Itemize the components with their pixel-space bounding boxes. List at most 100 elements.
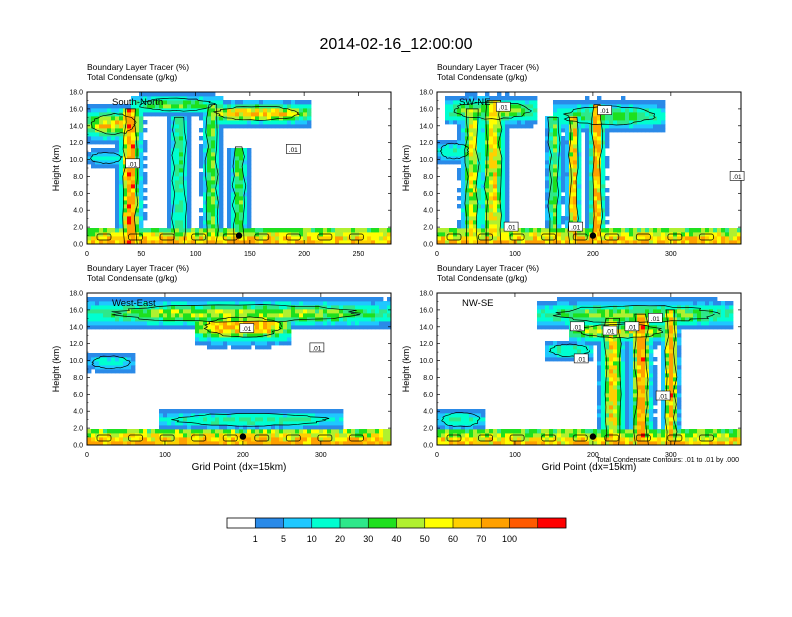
y-tick-label: 10.0 [419, 358, 433, 365]
colorbar-swatch [227, 518, 256, 528]
y-tick-label: 12.0 [419, 140, 433, 147]
y-tick-label: 14.0 [419, 324, 433, 331]
y-tick-label: 18.0 [69, 291, 83, 298]
colorbar-swatch [510, 518, 539, 528]
y-tick-label: 2.0 [73, 225, 83, 232]
x-tick-label: 100 [509, 452, 521, 459]
contour-label-text: .01 [289, 147, 298, 154]
y-tick-label: 2.0 [423, 426, 433, 433]
location-marker [590, 232, 596, 238]
y-tick-label: 8.0 [423, 375, 433, 382]
contour-label: .01 [648, 313, 662, 323]
y-tick-label: 6.0 [423, 392, 433, 399]
panel-label: NW-SE [462, 298, 494, 309]
y-tick-label: 16.0 [69, 106, 83, 113]
contour-label: .01 [656, 391, 670, 401]
y-tick-label: 12.0 [69, 140, 83, 147]
panel-title-line1: Boundary Layer Tracer (%) [87, 263, 189, 273]
x-tick-label: 200 [237, 452, 249, 459]
x-axis-label: Grid Point (dx=15km) [192, 462, 287, 473]
x-tick-label: 100 [159, 452, 171, 459]
panel-label: West-East [112, 298, 156, 309]
panel-title-line2: Total Condensate (g/kg) [437, 72, 527, 82]
contour-label-text: .01 [573, 324, 582, 331]
x-tick-label: 50 [137, 251, 145, 258]
panel-title-line2: Total Condensate (g/kg) [87, 273, 177, 283]
y-tick-label: 16.0 [69, 307, 83, 314]
y-tick-label: 8.0 [73, 174, 83, 181]
location-marker [236, 232, 242, 238]
y-tick-label: 6.0 [73, 392, 83, 399]
x-tick-label: 0 [435, 452, 439, 459]
y-tick-label: 4.0 [423, 208, 433, 215]
y-tick-label: 18.0 [419, 291, 433, 298]
contour-label: .01 [240, 324, 254, 334]
contour-label: .01 [574, 354, 588, 364]
colorbar-swatch [538, 518, 567, 528]
y-tick-label: 10.0 [419, 157, 433, 164]
panel-title-line2: Total Condensate (g/kg) [437, 273, 527, 283]
y-tick-label: 18.0 [419, 90, 433, 97]
panel-sw-ne: Boundary Layer Tracer (%)Total Condensat… [401, 62, 744, 258]
colorbar-swatch [312, 518, 341, 528]
y-axis-label: Height (km) [51, 346, 61, 393]
x-tick-label: 200 [587, 251, 599, 258]
panel-south-north: Boundary Layer Tracer (%)Total Condensat… [51, 62, 391, 258]
y-tick-label: 6.0 [73, 191, 83, 198]
y-tick-label: 0.0 [423, 443, 433, 450]
y-tick-label: 12.0 [69, 341, 83, 348]
panel-title-line1: Boundary Layer Tracer (%) [437, 62, 539, 72]
contour-label: .01 [126, 159, 140, 169]
contour-label-text: .01 [242, 326, 251, 333]
colorbar-swatch [368, 518, 397, 528]
panel-title-line1: Boundary Layer Tracer (%) [87, 62, 189, 72]
colorbar-tick-label: 10 [307, 534, 317, 544]
y-tick-label: 2.0 [73, 426, 83, 433]
figure-title: 2014-02-16_12:00:00 [319, 36, 472, 53]
contour-label-text: .01 [507, 225, 516, 232]
y-axis-label: Height (km) [401, 346, 411, 393]
y-axis-label: Height (km) [401, 145, 411, 192]
contour-label: .01 [625, 322, 639, 332]
panels: Boundary Layer Tracer (%)Total Condensat… [51, 62, 744, 473]
x-tick-label: 300 [665, 251, 677, 258]
colorbar-swatch [481, 518, 510, 528]
y-tick-label: 0.0 [73, 242, 83, 249]
y-tick-label: 16.0 [419, 106, 433, 113]
contour-label-text: .01 [733, 174, 742, 181]
y-axis-label: Height (km) [51, 145, 61, 192]
contour-label-text: .01 [499, 105, 508, 112]
contour-label-text: .01 [571, 225, 580, 232]
location-marker [590, 433, 596, 439]
colorbar-tick-label: 1 [253, 534, 258, 544]
colorbar-tick-label: 100 [502, 534, 517, 544]
colorbar-swatch [397, 518, 426, 528]
x-tick-label: 250 [353, 251, 365, 258]
colorbar-swatch [284, 518, 313, 528]
colorbar-swatch [340, 518, 369, 528]
contour-label: .01 [603, 326, 617, 336]
contour-label: .01 [496, 102, 510, 112]
y-tick-label: 10.0 [69, 358, 83, 365]
y-tick-label: 6.0 [423, 191, 433, 198]
tracer-field [437, 297, 741, 445]
contour-label: .01 [286, 144, 300, 154]
y-tick-label: 12.0 [419, 341, 433, 348]
panel-west-east: Boundary Layer Tracer (%)Total Condensat… [51, 263, 391, 473]
y-tick-label: 2.0 [423, 225, 433, 232]
location-marker [240, 433, 246, 439]
y-tick-label: 16.0 [419, 307, 433, 314]
colorbar-tick-label: 5 [281, 534, 286, 544]
panel-title-line1: Boundary Layer Tracer (%) [437, 263, 539, 273]
y-tick-label: 14.0 [69, 324, 83, 331]
colorbar-tick-label: 60 [448, 534, 458, 544]
x-tick-label: 0 [435, 251, 439, 258]
x-tick-label: 100 [509, 251, 521, 258]
colorbar-tick-label: 20 [335, 534, 345, 544]
x-tick-label: 300 [315, 452, 327, 459]
contour-label-text: .01 [128, 161, 137, 168]
contour-label-text: .01 [605, 329, 614, 336]
y-tick-label: 8.0 [73, 375, 83, 382]
